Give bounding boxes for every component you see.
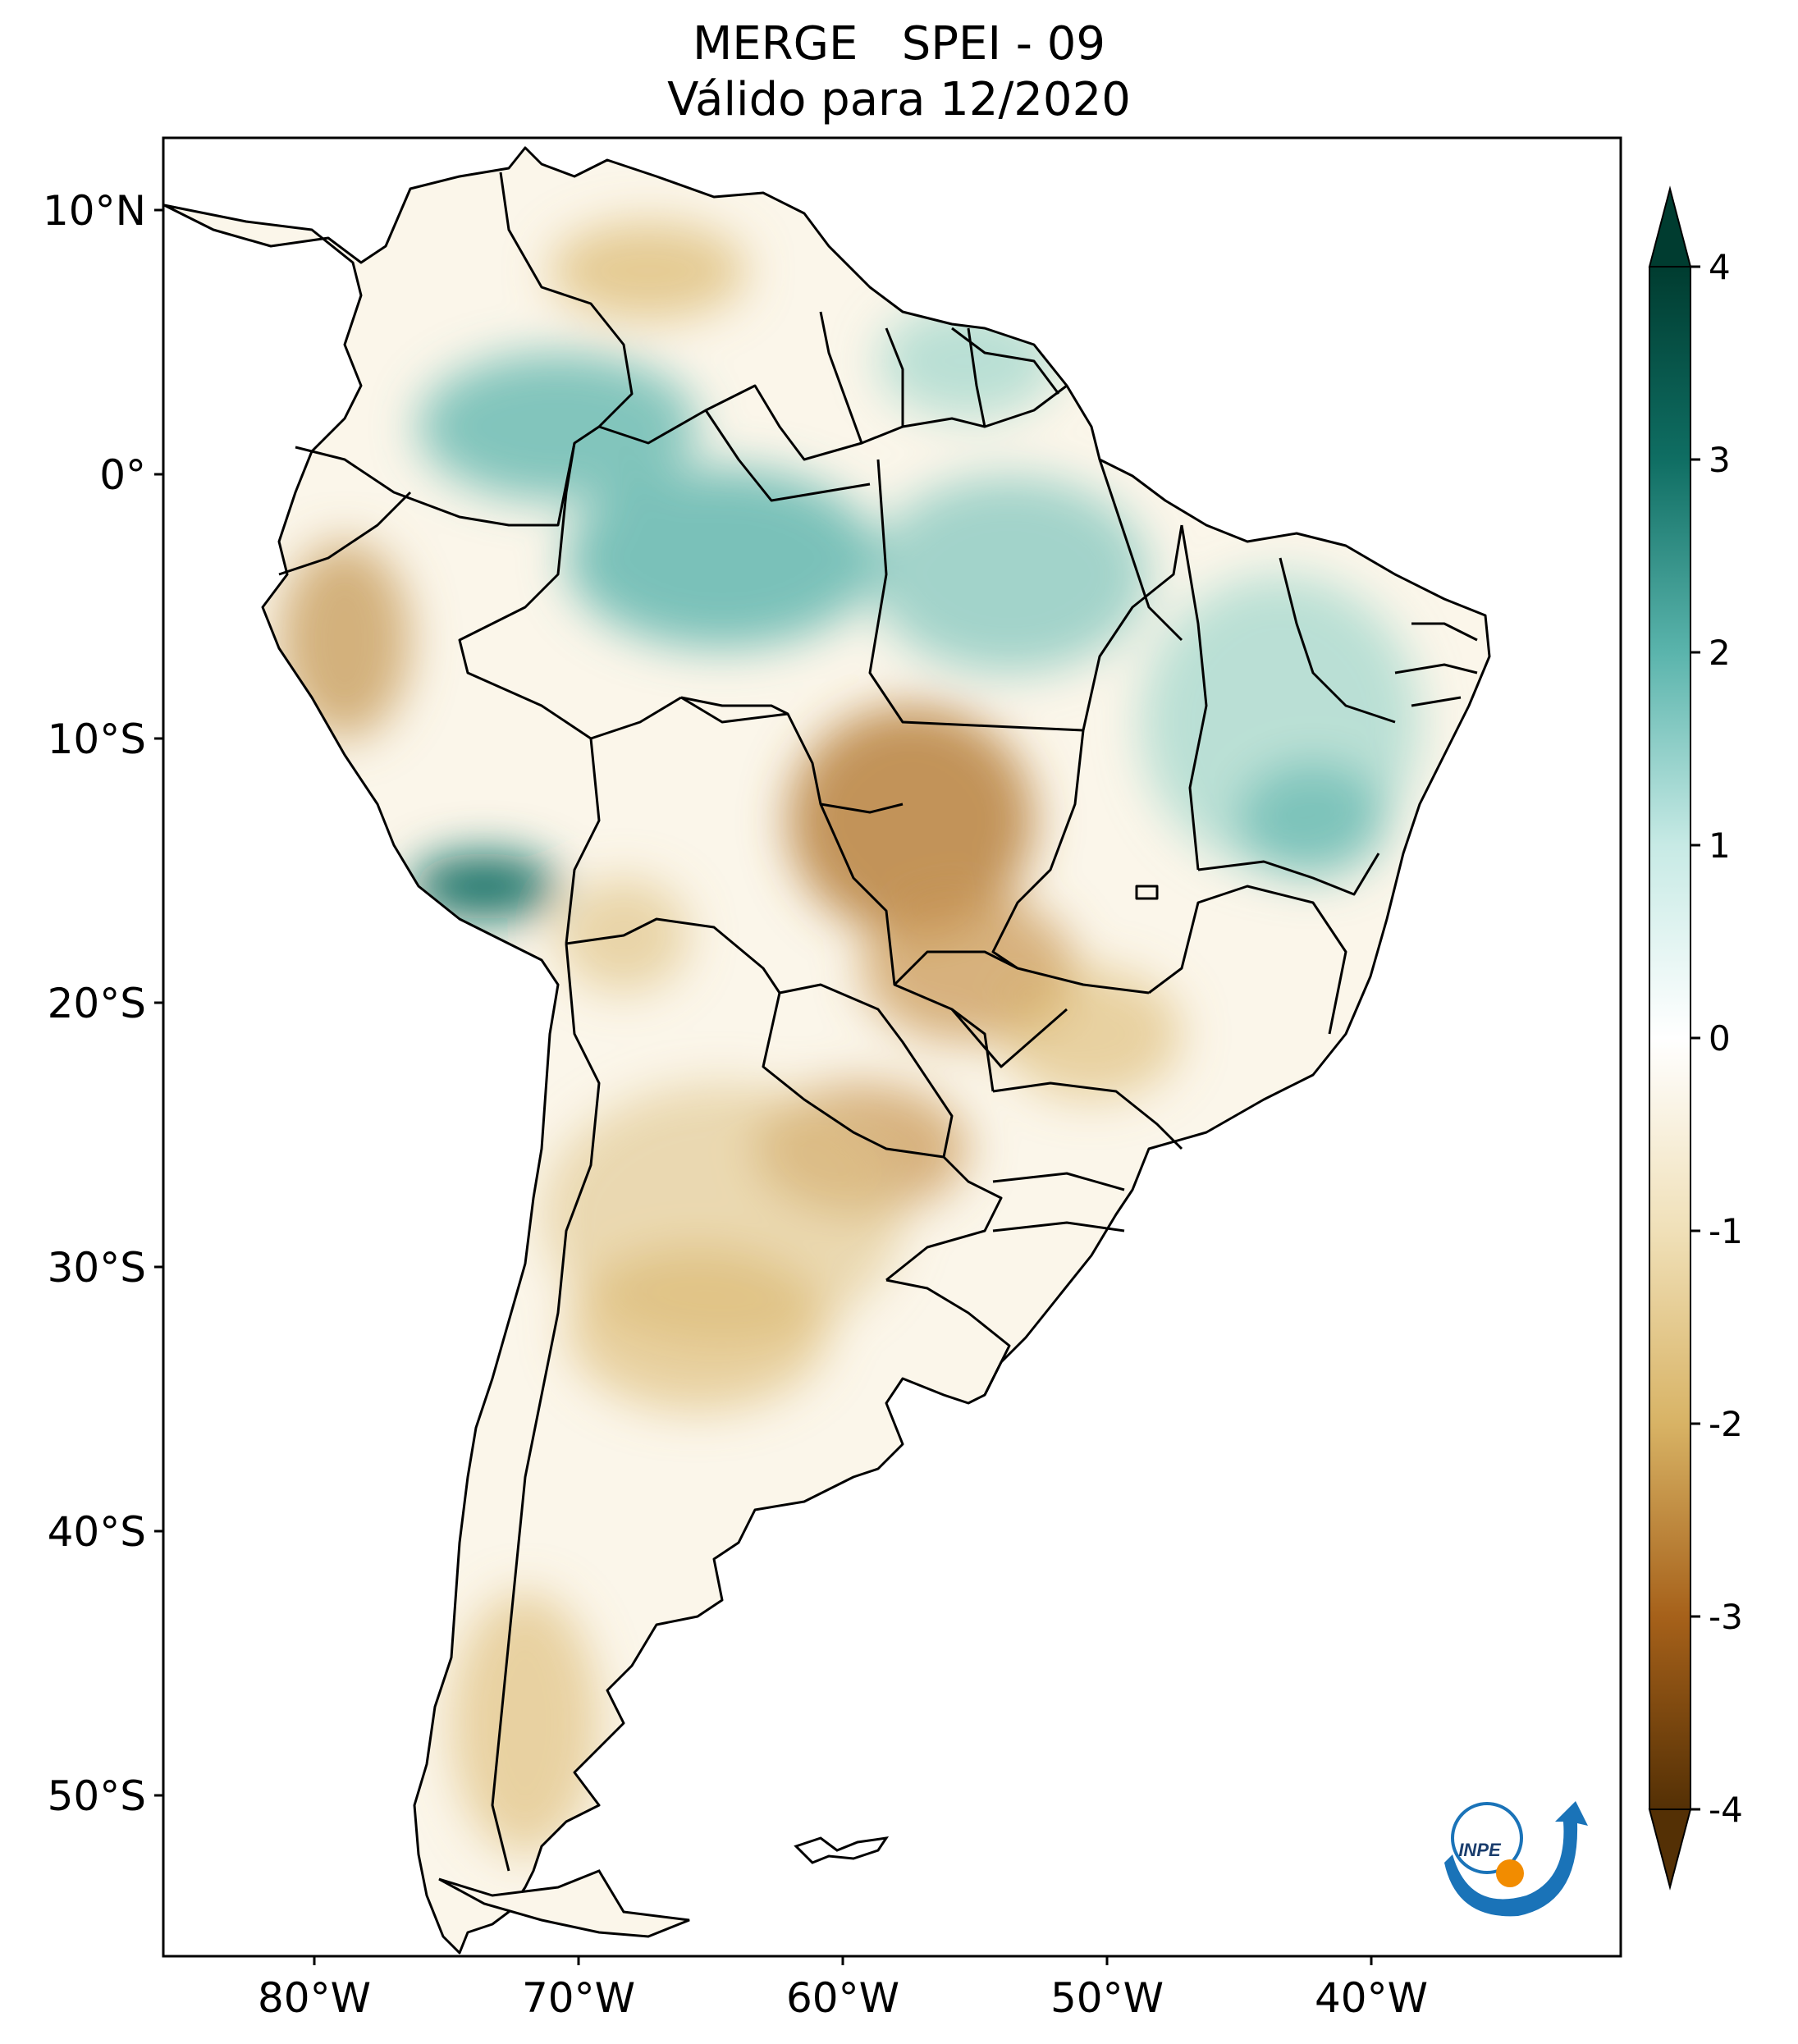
lat-tick-label: 0° bbox=[99, 451, 146, 499]
colorbar-tick-label: 1 bbox=[1709, 825, 1731, 866]
border-brazil-small-ne bbox=[1394, 622, 1478, 707]
political-borders bbox=[278, 171, 1478, 1872]
dry-anomaly-venezuela bbox=[550, 222, 747, 320]
lon-tick-label: 80°W bbox=[258, 1974, 371, 2022]
colorbar-tick-label: -1 bbox=[1709, 1211, 1743, 1251]
coastline bbox=[162, 146, 1491, 1955]
colorbar-tick-label: 4 bbox=[1709, 247, 1731, 287]
colorbar-tick-label: -3 bbox=[1709, 1597, 1743, 1637]
colorbar-extension-top bbox=[1648, 185, 1692, 268]
lat-tick-label: 40°S bbox=[48, 1508, 146, 1556]
dry-anomaly-patagonia bbox=[451, 1592, 599, 1854]
wet-anomaly-amazon-west bbox=[419, 353, 698, 501]
border-brazil-states-northeast bbox=[1180, 524, 1208, 871]
lon-axis: 80°W 70°W 60°W 50°W 40°W bbox=[258, 1956, 1428, 2022]
lon-tick-label: 60°W bbox=[786, 1974, 899, 2022]
border-brazil-rr-am bbox=[704, 409, 871, 502]
border-peru-brazil bbox=[458, 442, 682, 740]
logo-swoosh bbox=[1444, 1801, 1588, 1917]
logo-sun-dot bbox=[1496, 1859, 1524, 1887]
lon-tick-label: 40°W bbox=[1315, 1974, 1428, 2022]
wet-anomaly-amazon-central bbox=[566, 468, 878, 648]
border-ecuador-peru bbox=[278, 491, 412, 576]
tierra-del-fuego bbox=[438, 1869, 690, 1938]
border-peru-bolivia bbox=[565, 738, 601, 944]
border-uruguay bbox=[885, 1278, 1011, 1396]
border-bolivia-argentina bbox=[565, 917, 781, 994]
lon-tick-label: 70°W bbox=[522, 1974, 635, 2022]
border-venezuela-brazil bbox=[598, 311, 863, 461]
border-argentina-brazil bbox=[885, 1155, 1003, 1282]
dry-anomaly-peru bbox=[279, 542, 410, 738]
dry-anomaly-mato-grosso bbox=[788, 706, 1034, 935]
border-brazil-ap bbox=[951, 327, 1060, 395]
border-guianas bbox=[885, 327, 986, 428]
lat-tick-label: 30°S bbox=[48, 1244, 146, 1292]
border-chile-argentina bbox=[491, 943, 601, 1872]
colorbar: 4 3 2 1 0 -1 -2 -3 -4 bbox=[1648, 185, 1743, 1891]
colorbar-tick-label: 3 bbox=[1709, 440, 1731, 480]
dry-anomaly-pampas bbox=[566, 1247, 829, 1411]
colorbar-tick-label: -4 bbox=[1709, 1790, 1743, 1830]
falkland-islands bbox=[794, 1836, 890, 1864]
border-guiana-brazil bbox=[861, 384, 1068, 445]
wet-anomaly-bahia bbox=[1239, 763, 1387, 878]
colorbar-tick-label: 0 bbox=[1709, 1018, 1731, 1059]
colorbar-ticks: 4 3 2 1 0 -1 -2 -3 -4 bbox=[1690, 247, 1743, 1830]
dry-anomaly-sao-paulo bbox=[1001, 968, 1182, 1100]
border-brazil-amazonas-para bbox=[868, 459, 1084, 732]
border-brazil-ms bbox=[893, 950, 1068, 1068]
border-brazil-bahia bbox=[1197, 853, 1380, 896]
border-brazil-piaui-ceara bbox=[1279, 557, 1396, 724]
border-brazil-goias-mt bbox=[991, 729, 1150, 995]
map-subtitle: Válido para 12/2020 bbox=[667, 73, 1131, 126]
colorbar-tick-label: -2 bbox=[1709, 1404, 1743, 1444]
lat-tick-label: 20°S bbox=[48, 980, 146, 1027]
border-brazil-sp-pr bbox=[992, 1081, 1183, 1150]
border-brazil-to bbox=[1098, 459, 1183, 642]
border-brazil-mg bbox=[1148, 885, 1347, 1035]
lon-tick-label: 50°W bbox=[1050, 1974, 1164, 2022]
wet-anomaly-peru-coast bbox=[410, 853, 558, 919]
border-colombia-venezuela bbox=[499, 171, 634, 428]
lat-tick-label: 10°S bbox=[48, 716, 146, 763]
spei-field bbox=[279, 222, 1420, 1854]
border-brazil-acre-ro bbox=[680, 696, 904, 814]
lat-tick-label: 10°N bbox=[43, 187, 146, 235]
logo-text: INPE bbox=[1458, 1840, 1502, 1860]
logo-orbit-ring bbox=[1451, 1802, 1523, 1874]
inpe-logo: INPE bbox=[1444, 1801, 1588, 1917]
colorbar-gradient-bar bbox=[1649, 266, 1691, 1810]
lat-axis: 10°N 0° 10°S 20°S 30°S 40°S 50°S bbox=[43, 187, 163, 1820]
border-brazil-bolivia bbox=[680, 696, 995, 1092]
border-brazil-df bbox=[1135, 885, 1159, 900]
border-brazil-sc-rs bbox=[992, 1172, 1125, 1232]
border-brazil-states-north bbox=[1082, 524, 1183, 731]
land-base bbox=[164, 148, 1489, 1953]
colorbar-tick-label: 2 bbox=[1709, 633, 1731, 673]
wet-anomaly-amazon-east bbox=[870, 476, 1149, 673]
lat-tick-label: 50°S bbox=[48, 1772, 146, 1820]
map-title: MERGE SPEI - 09 bbox=[692, 17, 1106, 71]
colorbar-extension-bottom bbox=[1648, 1809, 1692, 1891]
